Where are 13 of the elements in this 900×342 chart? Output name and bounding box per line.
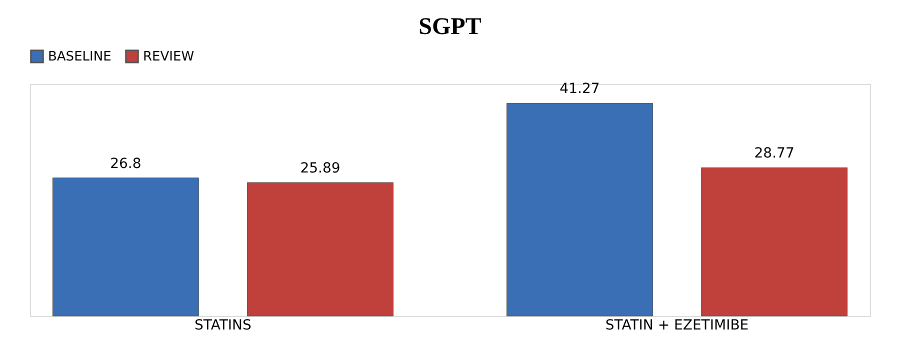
x-tick-label: STATIN + EZETIMIBE [605, 318, 749, 334]
bar [506, 102, 653, 316]
x-tick-label: STATINS [194, 318, 252, 334]
data-label: 41.27 [560, 81, 600, 98]
data-label: 26.8 [110, 156, 142, 172]
data-label: 28.77 [754, 146, 794, 162]
bar [701, 167, 848, 316]
chart-title: SGPT [418, 14, 482, 40]
data-label: 25.89 [300, 160, 340, 177]
bar [247, 182, 394, 316]
legend-label: REVIEW [143, 49, 194, 64]
bar [52, 178, 199, 316]
legend-label: BASELINE [48, 49, 112, 64]
